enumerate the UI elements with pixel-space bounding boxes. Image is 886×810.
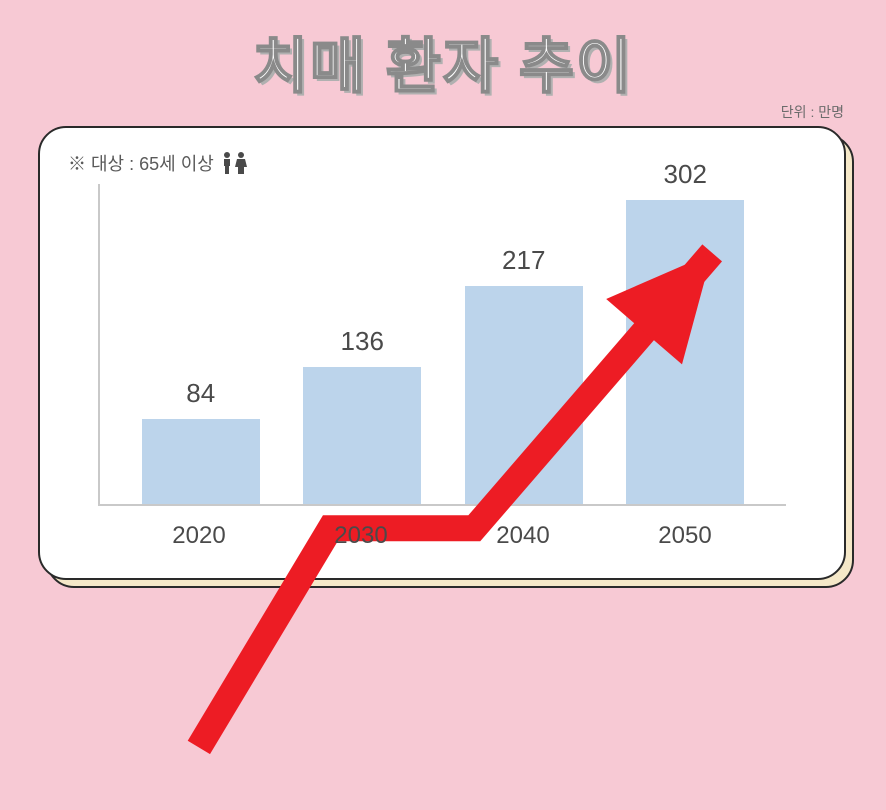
bar-wrap: 302 [615, 159, 755, 504]
page-title: 치매 환자 추이 [0, 0, 886, 105]
bar [626, 200, 744, 504]
bar-wrap: 217 [454, 245, 594, 504]
people-icon [220, 151, 250, 175]
bar [465, 286, 583, 504]
bar-wrap: 84 [131, 378, 271, 504]
bar-value: 302 [664, 159, 707, 190]
bar [142, 419, 260, 504]
x-axis: 2020 2030 2040 2050 [98, 510, 786, 554]
bar-wrap: 136 [292, 326, 432, 504]
bar-value: 136 [341, 326, 384, 357]
chart-panel: ※ 대상 : 65세 이상 84136217302 20202030204020… [38, 126, 846, 580]
unit-label: 단위 : 만명 [781, 102, 844, 122]
bars-container: 84136217302 [100, 184, 786, 504]
bar [303, 367, 421, 504]
plot-area: 84136217302 [98, 184, 786, 506]
x-label: 2030 [291, 510, 431, 554]
x-label: 2050 [615, 510, 755, 554]
bar-chart: 84136217302 2020203020402050 [68, 184, 816, 554]
bar-value: 84 [186, 378, 215, 409]
bar-value: 217 [502, 245, 545, 276]
x-label: 2020 [129, 510, 269, 554]
x-label: 2040 [453, 510, 593, 554]
target-note-text: ※ 대상 : 65세 이상 [68, 150, 214, 176]
